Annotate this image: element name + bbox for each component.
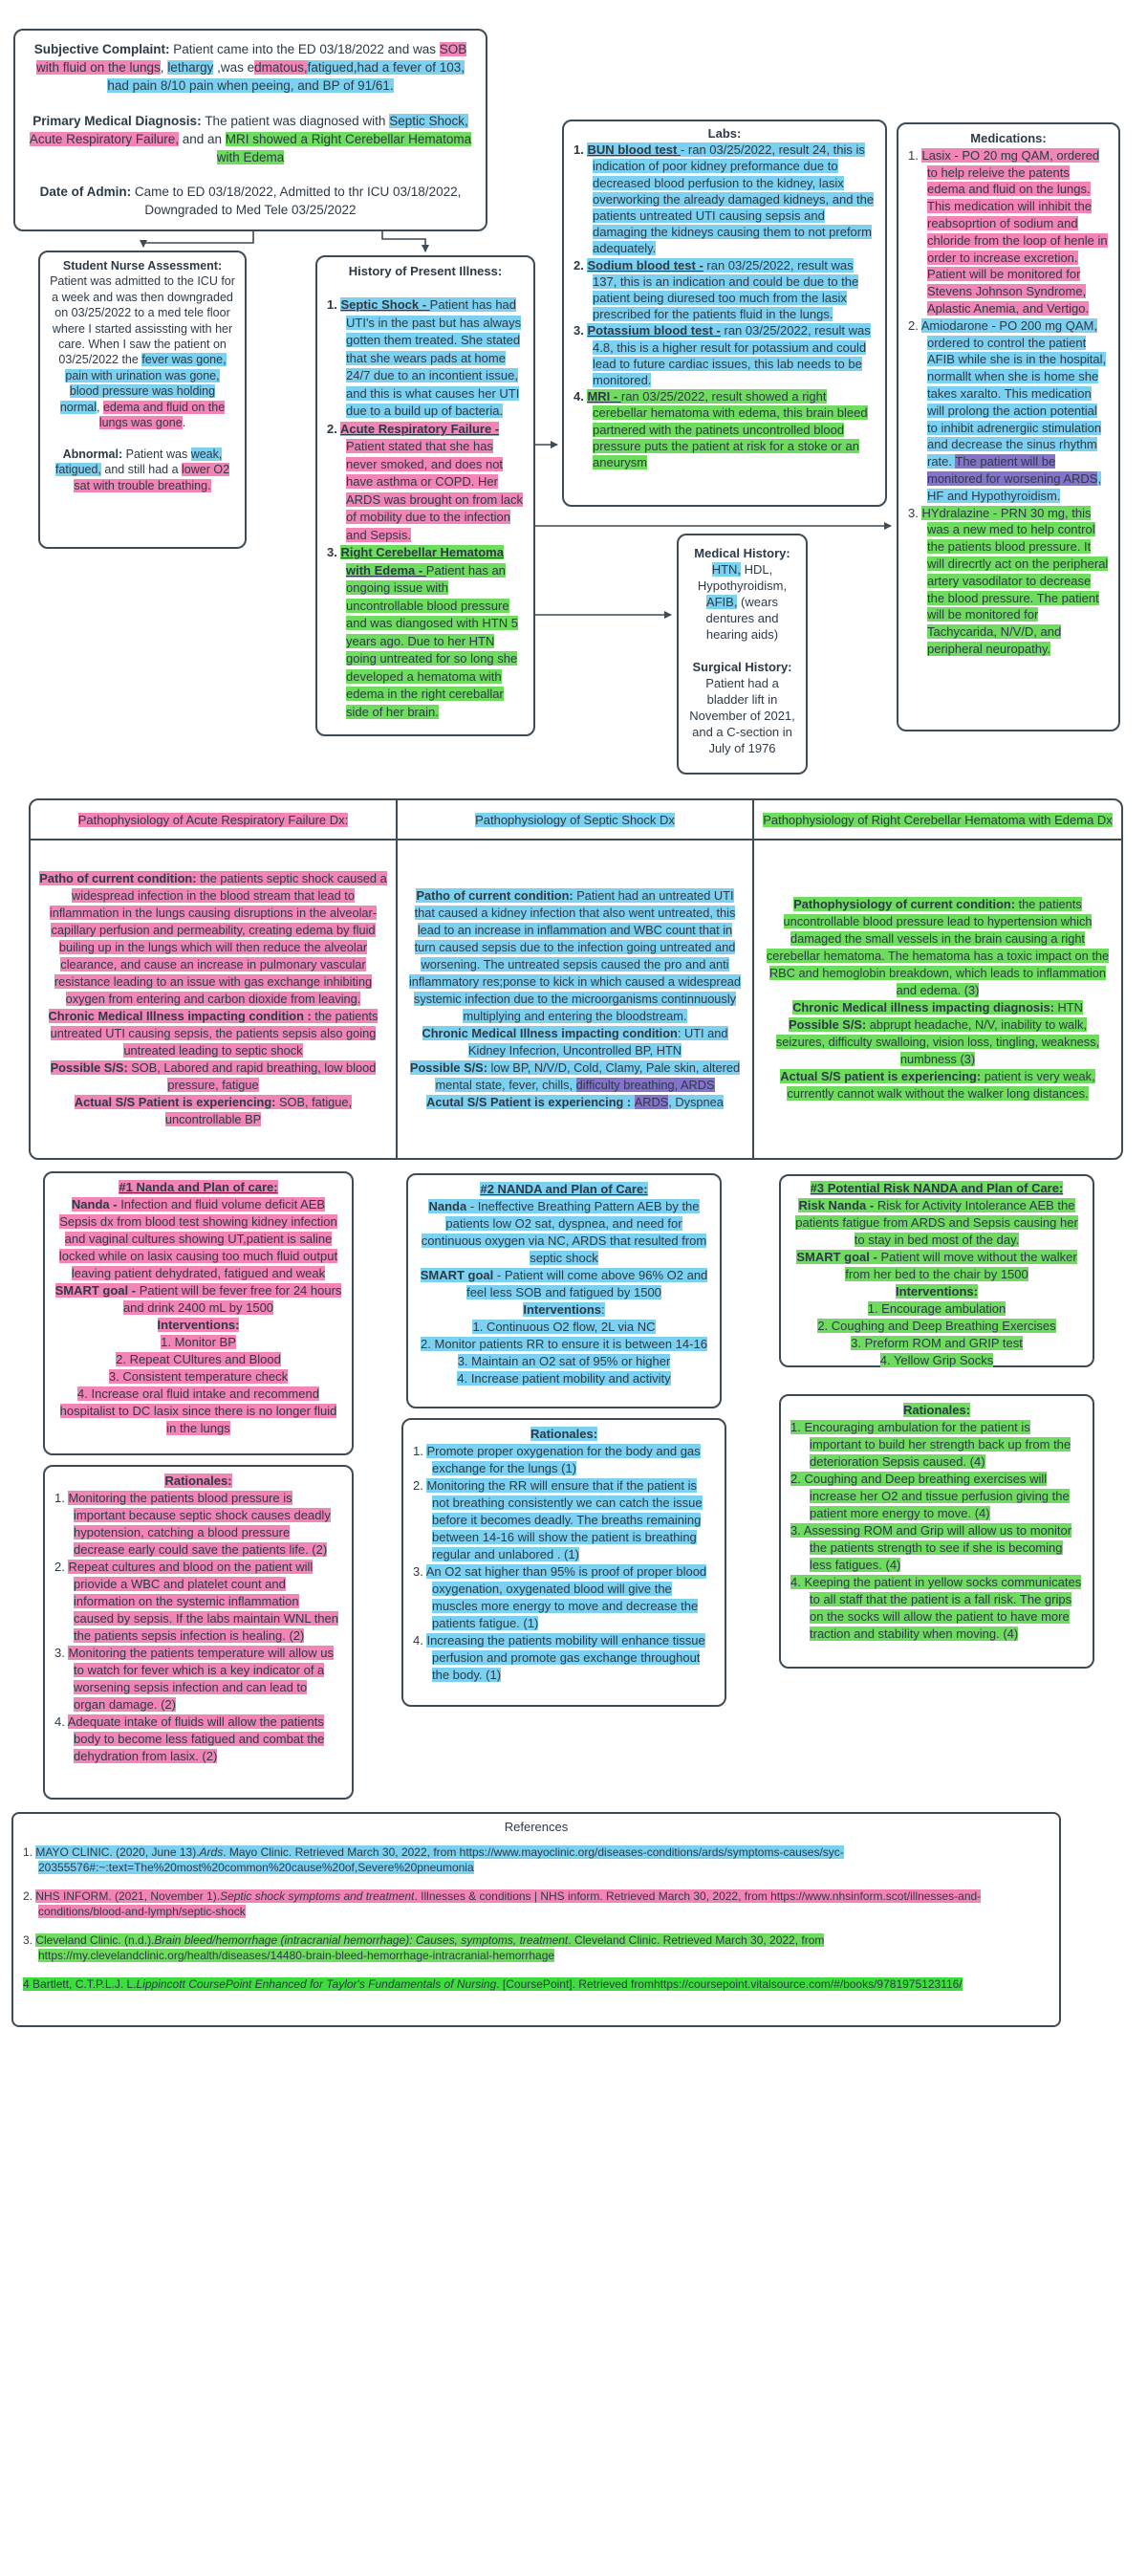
pathophysiology-table: Pathophysiology of Acute Respiratory Fai… bbox=[29, 798, 1123, 1160]
patho-header-ards: Pathophysiology of Acute Respiratory Fai… bbox=[31, 800, 398, 840]
patho-body-septic-shock: Patho of current condition: Patient had … bbox=[398, 840, 754, 1158]
references-title: References bbox=[504, 1820, 569, 1834]
labs-box: Labs: 1. BUN blood test - ran 03/25/2022… bbox=[562, 120, 887, 507]
subjective-complaint-box: Subjective Complaint: Patient came into … bbox=[13, 29, 487, 231]
nanda-2-text: #2 NANDA and Plan of Care: Nanda - Ineffe… bbox=[420, 1182, 708, 1386]
student-nurse-assessment-box: Student Nurse Assessment: Patient was adm… bbox=[38, 251, 247, 549]
rationales-3-text: Rationales: 1. Encouraging ambulation for… bbox=[790, 1403, 1082, 1641]
student-nurse-assessment-text: Student Nurse Assessment: Patient was adm… bbox=[50, 259, 235, 492]
hpi-title: History of Present Illness: bbox=[348, 264, 503, 278]
medications-list: 1. Lasix - PO 20 mg QAM, ordered to help… bbox=[908, 147, 1109, 656]
rationales-2-box: Rationales: 1. Promote proper oxygenation… bbox=[401, 1418, 726, 1707]
rationales-2-text: Rationales: 1. Promote proper oxygenation… bbox=[413, 1427, 707, 1682]
medical-history-text: Medical History: HTN, HDL, Hypothyroidism… bbox=[689, 546, 795, 755]
rationales-3-box: Rationales: 1. Encouraging ambulation for… bbox=[779, 1394, 1094, 1669]
nanda-3-text: #3 Potential Risk NANDA and Plan of Care… bbox=[795, 1181, 1078, 1367]
connector-subjective-to-assessment bbox=[140, 231, 254, 248]
nanda-1-plan-of-care-box: #1 Nanda and Plan of care: Nanda - Infect… bbox=[43, 1171, 354, 1455]
rationales-1-box: Rationales: 1. Monitoring the patients bl… bbox=[43, 1465, 354, 1800]
medical-history-box: Medical History: HTN, HDL, Hypothyroidism… bbox=[677, 534, 808, 775]
nanda-3-risk-plan-of-care-box: #3 Potential Risk NANDA and Plan of Care… bbox=[779, 1174, 1094, 1367]
medications-title: Medications: bbox=[970, 131, 1047, 145]
references-box: References 1. MAYO CLINIC. (2020, June 1… bbox=[11, 1812, 1061, 2027]
references-list[interactable]: 1. MAYO CLINIC. (2020, June 13).Ards. Ma… bbox=[23, 1845, 982, 1991]
connector-subjective-to-hpi bbox=[381, 231, 429, 252]
labs-list: 1. BUN blood test - ran 03/25/2022, resu… bbox=[574, 142, 875, 470]
history-of-present-illness-box: History of Present Illness: 1. Septic Sh… bbox=[315, 255, 535, 736]
medications-box: Medications: 1. Lasix - PO 20 mg QAM, or… bbox=[897, 122, 1120, 731]
nanda-1-text: #1 Nanda and Plan of care: Nanda - Infect… bbox=[54, 1180, 342, 1435]
patho-header-septic-shock: Pathophysiology of Septic Shock Dx bbox=[398, 800, 754, 840]
patho-header-hematoma: Pathophysiology of Right Cerebellar Hema… bbox=[754, 800, 1121, 840]
rationales-1-text: Rationales: 1. Monitoring the patients bl… bbox=[54, 1474, 338, 1763]
nanda-2-plan-of-care-box: #2 NANDA and Plan of Care: Nanda - Ineffe… bbox=[406, 1173, 722, 1408]
subjective-complaint-text: Subjective Complaint: Patient came into … bbox=[29, 42, 472, 218]
patho-body-ards: Patho of current condition: the patients… bbox=[31, 840, 398, 1158]
hpi-list: 1. Septic Shock - Patient has had UTI's … bbox=[327, 297, 523, 719]
labs-title: Labs: bbox=[707, 126, 742, 141]
patho-body-hematoma: Pathophysiology of current condition: th… bbox=[766, 897, 1110, 1101]
